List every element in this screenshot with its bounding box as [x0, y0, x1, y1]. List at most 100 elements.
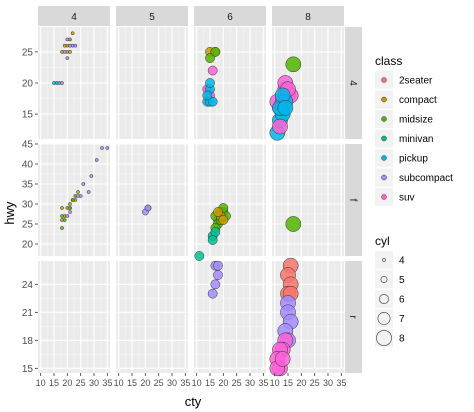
data-point — [213, 207, 223, 217]
x-tick-label: 20 — [140, 378, 150, 388]
data-point — [60, 226, 64, 230]
y-tick-label: 45 — [22, 140, 34, 151]
x-tick-label: 25 — [310, 378, 320, 388]
x-tick-label: 35 — [180, 378, 190, 388]
size-legend-key — [380, 276, 388, 283]
x-tick-label: 35 — [102, 378, 112, 388]
class-legend-label: 2seater — [399, 76, 433, 87]
row-strip-label: r — [347, 315, 358, 319]
data-point — [81, 182, 86, 186]
data-point — [60, 214, 64, 218]
data-point — [207, 65, 218, 76]
data-point — [207, 96, 218, 107]
x-tick-label: 15 — [127, 378, 137, 388]
y-tick-label: 25 — [22, 47, 34, 58]
class-legend-title: class — [375, 54, 402, 68]
data-point — [105, 146, 110, 150]
row-strip — [345, 144, 362, 256]
facet-panels — [38, 27, 344, 377]
x-tick-label: 25 — [232, 378, 242, 388]
legend-key-background — [375, 251, 393, 269]
y-tick-label: 30 — [22, 200, 34, 211]
class-legend-label: subcompact — [399, 173, 453, 184]
x-tick-label: 35 — [336, 378, 346, 388]
data-point — [62, 43, 67, 48]
x-tick-label: 30 — [245, 378, 255, 388]
data-point — [274, 351, 291, 367]
x-tick-label: 20 — [218, 378, 228, 388]
y-tick-label: 15 — [22, 364, 34, 375]
data-point — [60, 81, 64, 85]
facet-panel — [38, 27, 110, 139]
y-tick-label: 20 — [22, 79, 34, 90]
legend-key-background — [375, 290, 393, 308]
data-point — [70, 31, 75, 36]
y-tick-label: 18 — [22, 336, 34, 347]
data-point — [194, 251, 205, 261]
x-tick-label: 30 — [323, 378, 333, 388]
data-point — [86, 190, 91, 194]
column-strip-label: 6 — [227, 12, 233, 23]
data-point — [65, 37, 70, 42]
facet-panel — [38, 143, 110, 256]
data-point — [207, 235, 218, 245]
x-tick-label: 25 — [154, 378, 164, 388]
column-strip-label: 4 — [71, 12, 77, 23]
x-tick-label: 35 — [258, 378, 268, 388]
y-tick-label: 24 — [22, 280, 34, 291]
y-tick-label: 15 — [22, 110, 34, 121]
data-point — [78, 194, 83, 198]
y-axis-title: hwy — [2, 201, 17, 225]
class-legend-label: midsize — [399, 115, 433, 126]
y-tick-label: 25 — [22, 220, 34, 231]
class-legend-label: suv — [399, 193, 415, 204]
y-tick-label: 35 — [22, 180, 34, 191]
data-point — [76, 190, 80, 194]
data-point — [213, 270, 223, 280]
x-tick-label: 30 — [89, 378, 99, 388]
data-point — [94, 158, 99, 162]
legend-key-background — [375, 270, 393, 289]
facet-panel — [272, 143, 344, 256]
column-strip — [116, 6, 188, 26]
facet-panel — [194, 143, 266, 256]
data-point — [68, 202, 72, 206]
facet-panel — [194, 261, 266, 373]
x-tick-label: 20 — [62, 378, 72, 388]
class-legend-key — [381, 116, 387, 122]
data-point — [70, 198, 75, 202]
class-legend-key — [381, 135, 387, 142]
x-tick-label: 10 — [114, 378, 124, 388]
data-point — [277, 100, 294, 116]
x-tick-label: 15 — [283, 378, 293, 388]
column-strip-label: 8 — [305, 12, 311, 23]
column-strip — [38, 6, 110, 26]
x-tick-label: 10 — [36, 378, 46, 388]
data-point — [68, 210, 72, 214]
x-tick-label: 20 — [296, 378, 306, 388]
class-legend-key — [381, 77, 387, 83]
facet-panel — [38, 261, 110, 373]
size-legend-label: 5 — [399, 275, 405, 286]
data-point — [68, 50, 72, 54]
y-tick-label: 21 — [22, 308, 34, 319]
data-point — [60, 218, 64, 222]
data-point — [272, 118, 288, 135]
size-legend-key — [377, 312, 391, 325]
legend-key-background — [375, 329, 393, 347]
data-point — [60, 206, 64, 210]
data-point — [210, 47, 221, 57]
y-tick-label: 20 — [22, 240, 34, 251]
facet-panel — [116, 27, 188, 139]
size-legend-key — [382, 258, 386, 262]
facet-panel — [194, 27, 266, 139]
x-tick-label: 10 — [270, 378, 280, 388]
x-tick-label: 10 — [192, 378, 202, 388]
class-legend-label: pickup — [399, 154, 428, 165]
facet-panel — [116, 143, 188, 256]
column-strip — [194, 6, 266, 26]
x-tick-label: 30 — [167, 378, 177, 388]
data-point — [89, 174, 94, 178]
data-point — [100, 146, 104, 150]
